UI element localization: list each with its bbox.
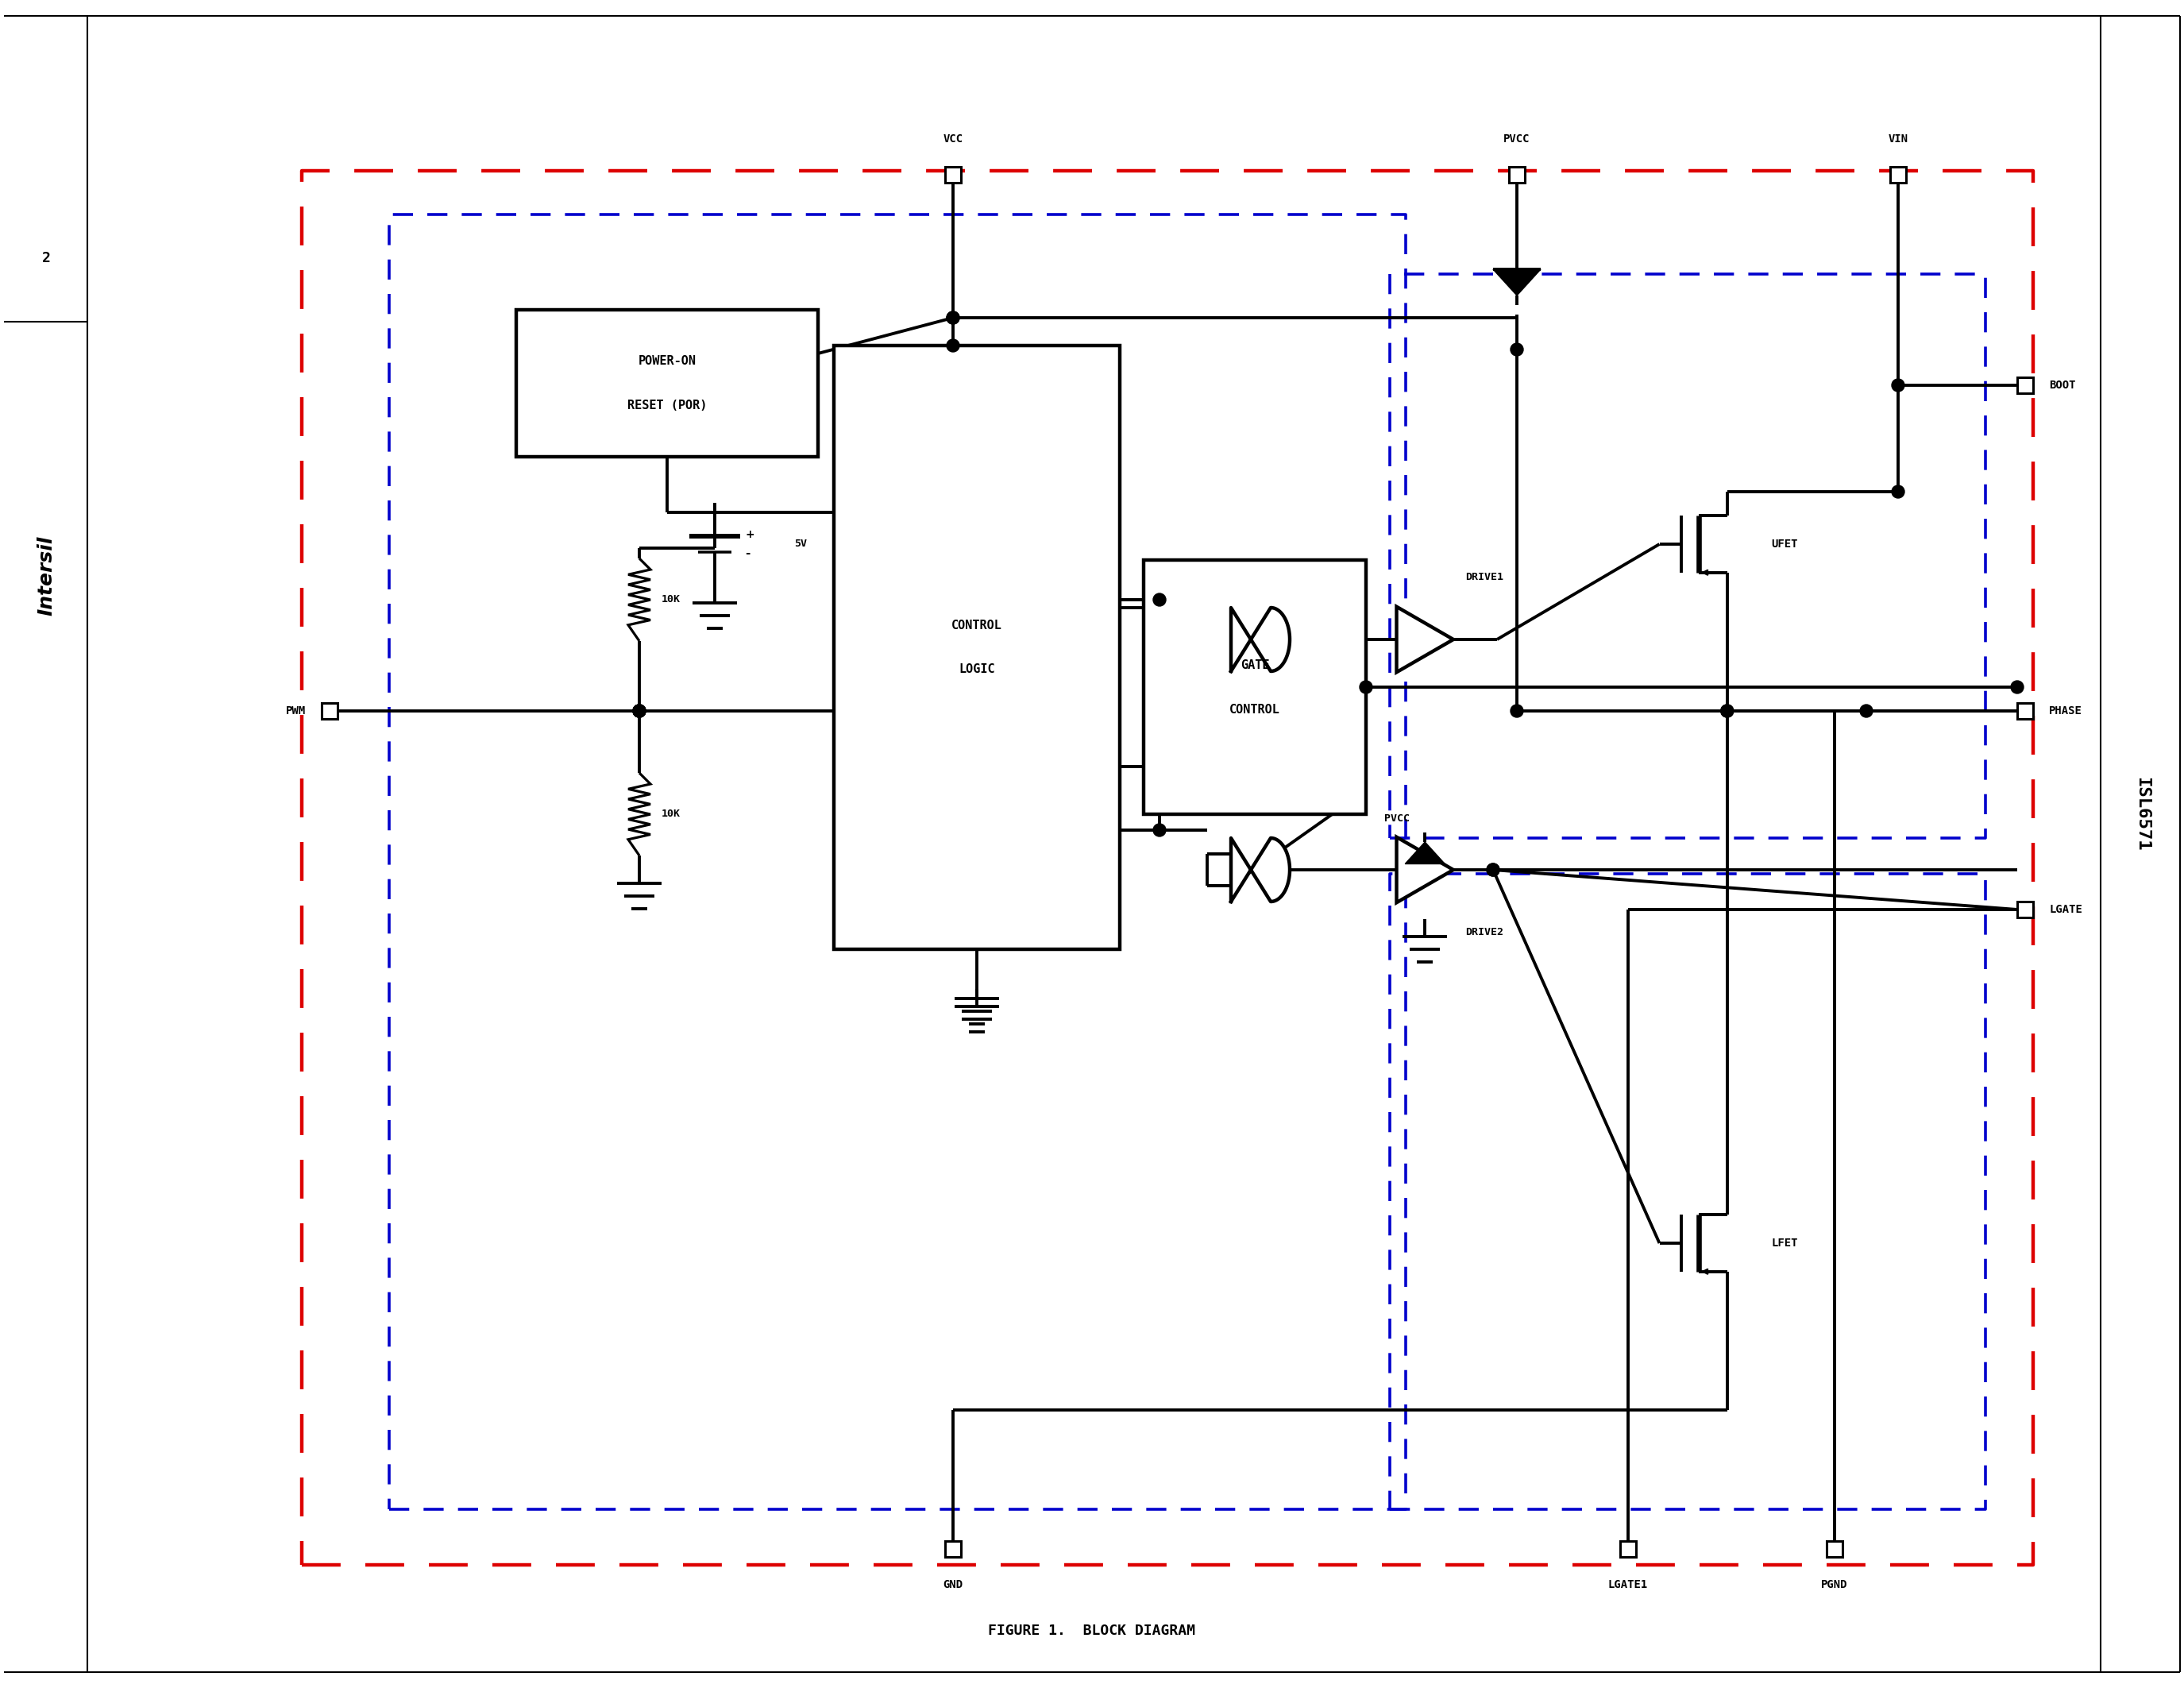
Text: CONTROL: CONTROL (1230, 704, 1280, 716)
Text: PVCC: PVCC (1385, 814, 1409, 824)
Text: ISL6571: ISL6571 (2134, 776, 2149, 851)
Text: FIGURE 1.  BLOCK DIAGRAM: FIGURE 1. BLOCK DIAGRAM (989, 1624, 1195, 1637)
Bar (321, 702, 339, 719)
Text: GND: GND (943, 1580, 963, 1590)
Text: UFET: UFET (1771, 538, 1797, 550)
Text: +: + (745, 528, 753, 540)
Circle shape (1153, 824, 1166, 837)
Bar (515, 311, 819, 457)
Bar (2018, 378, 2033, 393)
Circle shape (1511, 343, 1522, 356)
Text: PWM: PWM (286, 706, 306, 716)
Circle shape (1153, 594, 1166, 606)
Text: CONTROL: CONTROL (952, 619, 1002, 631)
Circle shape (1487, 864, 1500, 876)
Circle shape (1891, 378, 1904, 392)
Polygon shape (1232, 608, 1291, 672)
Bar (946, 1541, 961, 1556)
Circle shape (1721, 704, 1734, 717)
Circle shape (633, 704, 646, 717)
Polygon shape (1396, 837, 1452, 903)
Bar (1889, 167, 1907, 182)
Text: GATE: GATE (1241, 658, 1269, 670)
Circle shape (1487, 864, 1500, 876)
Bar (1826, 1541, 1843, 1556)
Text: 10K: 10K (662, 809, 681, 819)
Circle shape (1721, 704, 1734, 717)
Circle shape (946, 339, 959, 351)
Polygon shape (1494, 270, 1540, 295)
Circle shape (1511, 704, 1522, 717)
Text: DRIVE2: DRIVE2 (1465, 927, 1503, 937)
Text: LOGIC: LOGIC (959, 663, 996, 675)
Bar (834, 346, 1120, 949)
Text: POWER-ON: POWER-ON (638, 354, 697, 366)
Text: VCC: VCC (943, 133, 963, 145)
Bar (2018, 702, 2033, 719)
Text: BOOT: BOOT (2049, 380, 2075, 392)
Polygon shape (1396, 606, 1452, 672)
Polygon shape (1232, 837, 1291, 901)
Text: LFET: LFET (1771, 1237, 1797, 1249)
Circle shape (946, 311, 959, 324)
Text: RESET (POR): RESET (POR) (627, 400, 708, 412)
Bar (946, 167, 961, 182)
Text: PHASE: PHASE (2049, 706, 2081, 716)
Text: -: - (745, 547, 749, 560)
Text: PVCC: PVCC (1503, 133, 1531, 145)
Bar (1621, 1541, 1636, 1556)
Bar (1509, 167, 1524, 182)
Text: 5V: 5V (795, 538, 806, 549)
Circle shape (1361, 680, 1372, 694)
Polygon shape (1404, 842, 1446, 864)
Bar (1144, 560, 1365, 814)
Circle shape (946, 311, 959, 324)
Circle shape (1891, 486, 1904, 498)
Text: LGATE1: LGATE1 (1607, 1580, 1649, 1590)
Circle shape (1861, 704, 1872, 717)
Circle shape (633, 704, 646, 717)
Text: 10K: 10K (662, 594, 681, 604)
Text: 2: 2 (41, 252, 50, 265)
Circle shape (633, 704, 646, 717)
Bar (2018, 901, 2033, 918)
Text: DRIVE1: DRIVE1 (1465, 572, 1503, 582)
Circle shape (633, 704, 646, 717)
Text: PGND: PGND (1821, 1580, 1848, 1590)
Text: LGATE: LGATE (2049, 905, 2081, 915)
Text: VIN: VIN (1889, 133, 1909, 145)
Text: Intersil: Intersil (37, 537, 55, 616)
Circle shape (2011, 680, 2025, 694)
